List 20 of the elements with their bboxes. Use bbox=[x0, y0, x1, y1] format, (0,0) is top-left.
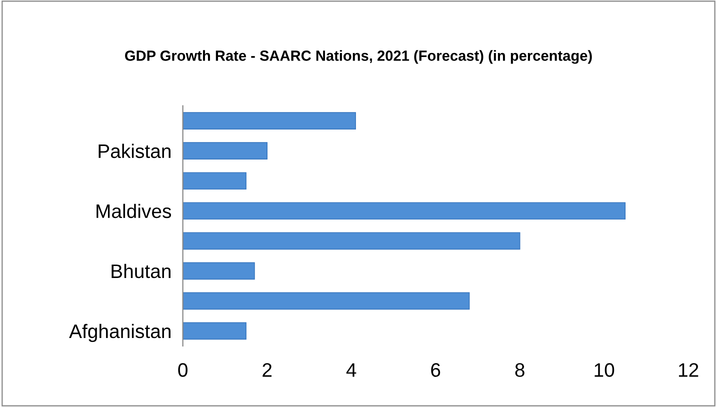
bar bbox=[182, 292, 470, 310]
chart-title: GDP Growth Rate - SAARC Nations, 2021 (Forecast) (in percentage) bbox=[125, 50, 592, 64]
bar bbox=[182, 202, 626, 220]
x-tick-label: 4 bbox=[346, 363, 356, 377]
x-tick-label: 8 bbox=[515, 363, 524, 377]
y-tick-label: Pakistan bbox=[98, 144, 170, 158]
bar bbox=[182, 322, 246, 340]
y-tick-label: Bhutan bbox=[112, 264, 170, 278]
bar bbox=[182, 112, 356, 130]
x-tick-label: 10 bbox=[594, 363, 614, 377]
x-tick-label: 12 bbox=[678, 363, 698, 377]
bar bbox=[182, 172, 246, 190]
bar bbox=[182, 232, 520, 250]
x-tick-label: 6 bbox=[431, 363, 440, 377]
bar bbox=[182, 262, 255, 280]
y-tick-label: Afghanistan bbox=[69, 324, 170, 342]
x-tick-label: 0 bbox=[178, 363, 188, 377]
bar bbox=[182, 142, 268, 160]
x-tick-label: 2 bbox=[262, 363, 272, 377]
y-tick-label: Maldives bbox=[96, 204, 172, 218]
